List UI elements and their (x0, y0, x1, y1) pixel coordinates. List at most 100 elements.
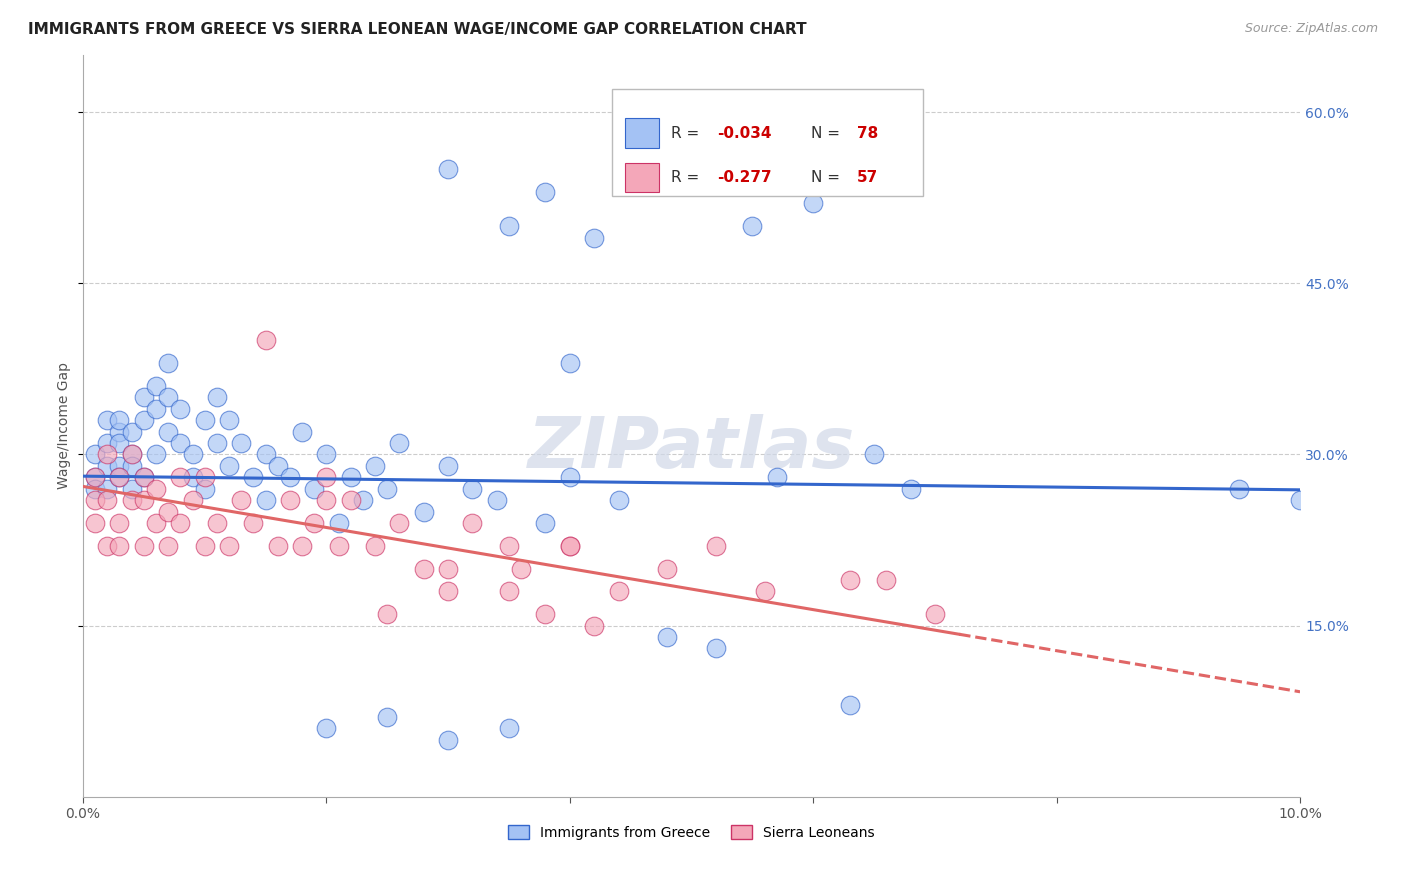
Point (108, 458, 131, 473)
Point (461, 482, 484, 496)
Point (157, 391, 180, 405)
Point (145, 482, 167, 496)
Point (364, 458, 387, 473)
FancyBboxPatch shape (613, 88, 922, 196)
Point (145, 516, 167, 530)
Point (278, 493, 301, 508)
Point (375, 607, 398, 622)
Point (754, 584, 776, 599)
Point (558, 539, 581, 553)
Point (194, 470, 217, 484)
Point (498, 721, 520, 735)
Text: R =: R = (671, 170, 704, 185)
Point (657, 561, 679, 575)
Point (291, 539, 314, 553)
Point (254, 447, 277, 461)
Text: 78: 78 (858, 126, 879, 141)
Point (205, 516, 228, 530)
Point (510, 561, 533, 575)
Point (218, 458, 240, 473)
Text: Source: ZipAtlas.com: Source: ZipAtlas.com (1244, 22, 1378, 36)
Text: -0.034: -0.034 (717, 126, 772, 141)
Point (498, 539, 520, 553)
Point (267, 539, 290, 553)
Point (181, 470, 204, 484)
Point (534, 516, 557, 530)
Point (231, 436, 253, 450)
Point (145, 447, 167, 461)
Point (84, 482, 107, 496)
Point (291, 425, 314, 439)
Text: N =: N = (811, 126, 845, 141)
Point (96, 447, 118, 461)
Point (267, 458, 290, 473)
Point (339, 493, 361, 508)
Point (84, 470, 107, 484)
Point (181, 493, 204, 508)
Point (169, 516, 191, 530)
Point (534, 607, 557, 622)
Text: R =: R = (671, 126, 704, 141)
Point (437, 732, 460, 747)
Point (108, 413, 131, 427)
Y-axis label: Wage/Income Gap: Wage/Income Gap (58, 362, 72, 490)
Point (132, 413, 155, 427)
Text: 57: 57 (858, 170, 879, 185)
Point (96, 436, 118, 450)
Point (169, 401, 191, 416)
Point (838, 573, 860, 587)
FancyBboxPatch shape (624, 118, 658, 148)
Point (315, 493, 337, 508)
Point (218, 539, 240, 553)
Point (485, 493, 508, 508)
Point (96, 493, 118, 508)
Point (838, 698, 860, 713)
Point (498, 219, 520, 234)
Point (108, 425, 131, 439)
Point (900, 482, 922, 496)
Point (437, 162, 460, 177)
Point (96, 413, 118, 427)
Point (375, 710, 398, 724)
Point (132, 470, 155, 484)
Point (108, 470, 131, 484)
Point (96, 458, 118, 473)
Point (121, 447, 143, 461)
Point (437, 458, 460, 473)
Point (704, 539, 727, 553)
Point (194, 482, 217, 496)
Point (132, 493, 155, 508)
Point (801, 196, 824, 211)
Text: ZIPatlas: ZIPatlas (527, 414, 855, 483)
Point (108, 539, 131, 553)
Point (278, 470, 301, 484)
Point (1289, 493, 1312, 508)
FancyBboxPatch shape (624, 162, 658, 193)
Point (328, 539, 350, 553)
Point (194, 539, 217, 553)
Point (218, 413, 240, 427)
Point (145, 401, 167, 416)
Point (231, 493, 253, 508)
Point (681, 151, 703, 165)
Point (121, 425, 143, 439)
Point (875, 573, 897, 587)
Point (741, 219, 763, 234)
Point (558, 470, 581, 484)
Point (157, 425, 180, 439)
Point (657, 630, 679, 644)
Point (315, 470, 337, 484)
Point (924, 607, 946, 622)
Point (84, 470, 107, 484)
Point (863, 447, 886, 461)
Point (121, 447, 143, 461)
Point (121, 482, 143, 496)
Point (254, 493, 277, 508)
Point (157, 504, 180, 518)
Point (242, 516, 264, 530)
Point (242, 470, 264, 484)
Point (169, 470, 191, 484)
Point (84, 493, 107, 508)
Point (583, 618, 606, 632)
Point (121, 493, 143, 508)
